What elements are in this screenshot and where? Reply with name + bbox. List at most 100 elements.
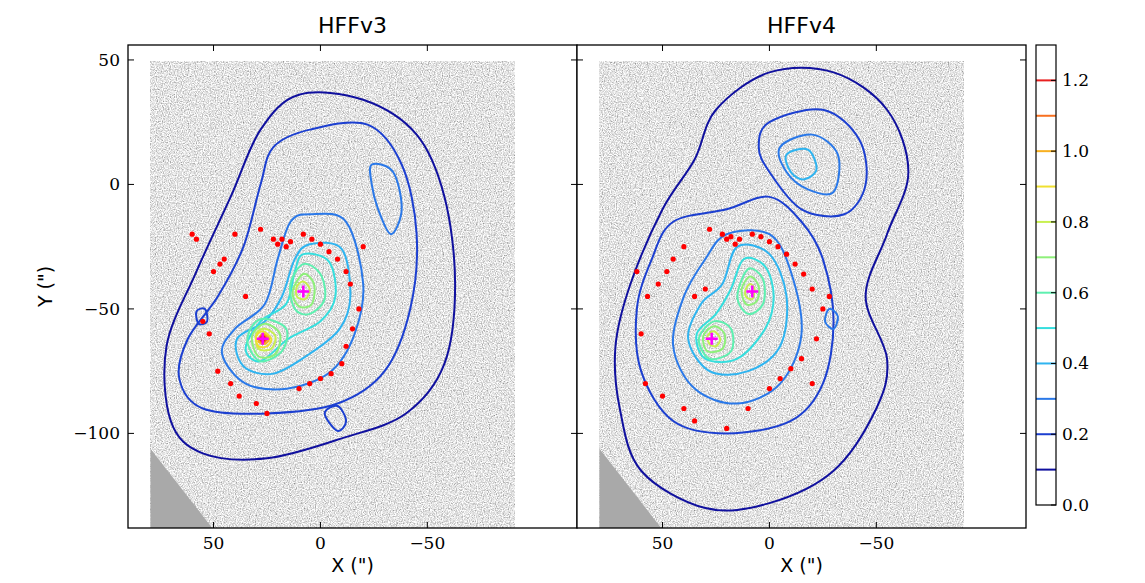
contour-line — [370, 164, 402, 234]
image-position — [271, 237, 276, 242]
image-position — [318, 242, 323, 247]
colorbar-level — [1036, 186, 1056, 188]
image-position — [264, 411, 269, 416]
image-position — [207, 331, 212, 336]
colorbar-level — [1036, 433, 1056, 435]
contour-line — [196, 308, 207, 324]
contour-line — [252, 324, 281, 358]
image-position — [217, 261, 222, 266]
colorbar-level — [1036, 150, 1056, 152]
image-position — [758, 234, 763, 239]
image-position — [275, 242, 280, 247]
y-tick — [577, 59, 583, 60]
colorbar-tick-label: 0.0 — [1062, 495, 1089, 515]
image-position — [660, 393, 665, 398]
colorbar-background — [1036, 45, 1056, 505]
y-axis-title: Y (") — [34, 266, 56, 308]
contour-line — [759, 109, 867, 216]
contour-line — [222, 214, 364, 390]
contour-line — [256, 331, 271, 347]
x-tick-label: −50 — [858, 533, 894, 553]
image-position — [318, 376, 323, 381]
colorbar-frame — [1036, 45, 1056, 505]
x-tick — [213, 45, 214, 51]
x-tick-label: 0 — [315, 533, 326, 553]
x-tick — [320, 522, 321, 528]
y-tick-label: 50 — [98, 50, 120, 70]
colorbar-level — [1036, 327, 1056, 329]
image-position — [827, 294, 832, 299]
y-tick — [577, 433, 583, 434]
marks — [164, 92, 455, 459]
contour-line — [688, 245, 787, 375]
image-position — [656, 281, 661, 286]
image-position — [232, 232, 237, 237]
x-tick — [662, 522, 663, 528]
colorbar-tick — [1051, 292, 1056, 293]
image-position — [767, 386, 772, 391]
colorbar-tick — [1051, 363, 1056, 364]
contour-line — [325, 406, 346, 431]
contour-line — [779, 134, 840, 194]
y-tick — [571, 433, 577, 434]
x-tick — [427, 522, 428, 528]
marks — [615, 68, 909, 511]
panel: 500−50HFFv4X (") — [577, 13, 1026, 576]
colorbar-tick-label: 0.4 — [1062, 353, 1089, 373]
colorbar-level — [1036, 362, 1056, 364]
colorbar-tick-label: 0.2 — [1062, 424, 1089, 444]
contour-line — [296, 281, 310, 299]
y-tick — [1020, 308, 1026, 309]
bcg-marker — [746, 285, 758, 297]
image-position — [733, 242, 738, 247]
colorbar-level — [1036, 115, 1056, 117]
image-position — [671, 257, 676, 262]
image-position — [814, 336, 819, 341]
y-tick — [577, 308, 583, 309]
y-tick — [1020, 433, 1026, 434]
colorbar-tick — [1051, 80, 1056, 81]
x-tick-label: 50 — [652, 533, 674, 553]
x-tick — [213, 522, 214, 528]
image-position — [692, 294, 697, 299]
colorbar-level — [1036, 292, 1056, 294]
image-position — [681, 406, 686, 411]
image-position — [707, 227, 712, 232]
y-tick — [571, 184, 577, 185]
image-position — [243, 294, 248, 299]
image-position — [724, 426, 729, 431]
contour-line — [825, 309, 838, 329]
x-axis-title: X (") — [780, 554, 823, 576]
contour-line — [290, 264, 325, 315]
image-position — [778, 376, 783, 381]
x-tick — [769, 45, 770, 51]
y-tick-label: −100 — [73, 423, 120, 443]
image-position — [799, 356, 804, 361]
image-position — [343, 344, 348, 349]
image-position — [194, 237, 199, 242]
x-tick — [769, 522, 770, 528]
sky-image — [150, 62, 514, 528]
x-tick — [320, 45, 321, 51]
x-tick — [662, 45, 663, 51]
image-mask — [150, 449, 212, 528]
image-position — [211, 269, 216, 274]
contour-line — [247, 319, 287, 362]
image-position — [222, 257, 227, 262]
image-position — [361, 244, 366, 249]
image-position — [200, 319, 205, 324]
colorbar-tick-label: 1.0 — [1062, 141, 1089, 161]
colorbar-tick-label: 0.6 — [1062, 283, 1089, 303]
image-position — [645, 294, 650, 299]
image-position — [810, 286, 815, 291]
image-position — [745, 406, 750, 411]
image-position — [335, 257, 340, 262]
image-position — [643, 381, 648, 386]
colorbar-level — [1036, 398, 1056, 400]
y-tick — [128, 433, 134, 434]
image-position — [737, 237, 742, 242]
contour-line — [246, 254, 336, 362]
x-tick — [876, 45, 877, 51]
panel-title: HFFv4 — [767, 13, 836, 38]
colorbar-level — [1036, 79, 1056, 81]
